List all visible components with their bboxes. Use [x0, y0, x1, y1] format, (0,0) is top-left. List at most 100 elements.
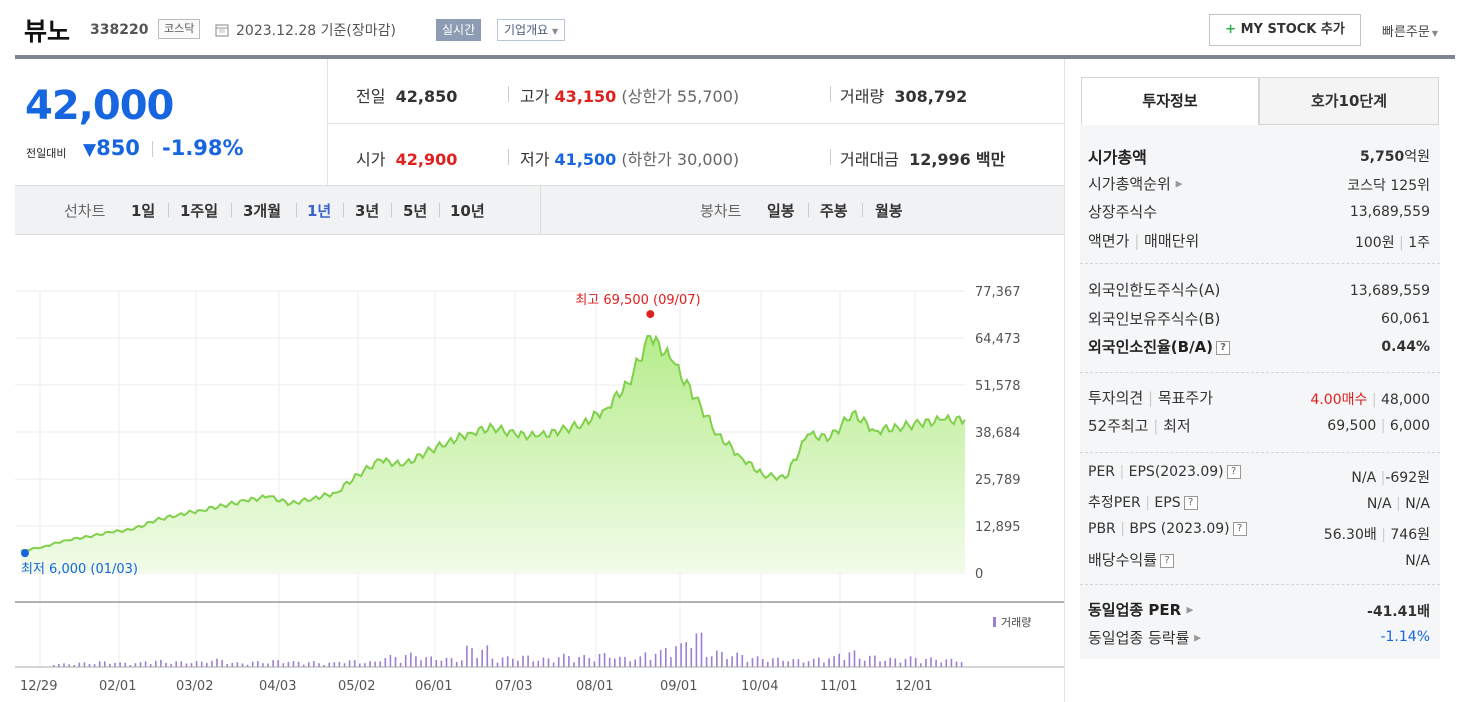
divider [296, 203, 297, 217]
trade-unit-value: 1주 [1408, 235, 1430, 251]
volume-bar [379, 661, 381, 667]
volume-bar [282, 663, 285, 667]
volume-bar [63, 663, 65, 667]
volume-bar [226, 664, 228, 667]
price-chart[interactable]: 77,367 64,473 51,578 38,684 25,789 12,895 0 12… [15, 235, 1064, 702]
high-label: 고가 [520, 87, 550, 106]
amount-label: 거래대금 [840, 150, 899, 169]
volume-bar [751, 658, 754, 667]
volume-bar [649, 660, 652, 667]
market-cap-rank[interactable]: 시가총액순위 ▶ [1088, 173, 1183, 194]
market-cap-unit: 억원 [1404, 149, 1430, 165]
week52-high-value: 69,500 [1327, 418, 1377, 434]
foreign-limit-value: 13,689,559 [1349, 283, 1430, 299]
help-icon[interactable]: ? [1226, 465, 1241, 479]
help-icon[interactable]: ? [1183, 496, 1198, 510]
volume-bar [823, 662, 825, 667]
face-label: 액면가 [1088, 232, 1130, 250]
volume-bar [481, 649, 483, 667]
pbr-bps-values: 56.30배 | 746원 [1323, 527, 1430, 543]
volume-bar [736, 652, 738, 667]
tab-1d[interactable]: 1일 [131, 202, 156, 220]
help-icon[interactable]: ? [1160, 553, 1175, 568]
volume-bar [552, 662, 555, 667]
volume-bar [185, 663, 188, 667]
divider [1080, 584, 1440, 585]
plus-icon: + [1225, 22, 1237, 37]
tab-order-book-10[interactable]: 호가10단계 [1259, 77, 1439, 125]
tab-3y[interactable]: 3년 [355, 202, 380, 220]
market-cap-value: 5,750 [1359, 149, 1405, 165]
pbr-value: 56.30배 [1323, 527, 1377, 543]
tab-daily[interactable]: 일봉 [767, 202, 795, 220]
help-icon[interactable]: ? [1216, 340, 1231, 355]
realtime-button[interactable]: 실시간 [436, 19, 482, 41]
volume-bar [241, 663, 244, 667]
volume-bar [614, 658, 616, 667]
volume-bar [466, 645, 468, 667]
volume-bar [731, 656, 733, 667]
tab-1y[interactable]: 1년 [307, 202, 332, 220]
tab-monthly[interactable]: 월봉 [875, 202, 903, 220]
volume-bar [425, 657, 427, 667]
volume-bar [695, 633, 698, 667]
volume-bar [369, 661, 371, 667]
sector-rate[interactable]: 동일업종 등락률 ▶ [1088, 627, 1201, 648]
volume-bars [53, 632, 963, 667]
volume-bar [348, 660, 351, 667]
per-eps: PER | EPS(2023.09)? [1088, 464, 1241, 480]
est-per-value: N/A [1366, 496, 1392, 512]
volume-bar [588, 658, 591, 667]
volume-bar [430, 656, 432, 667]
volume-bar [726, 659, 728, 667]
divider [1080, 452, 1440, 453]
week52: 52주최고 | 최저 [1088, 417, 1191, 435]
volume-bar [399, 662, 402, 667]
dividend-value: N/A [1405, 553, 1430, 569]
eps-value: -692원 [1385, 470, 1430, 486]
amount-unit: 백만 [975, 150, 1006, 169]
sector-per[interactable]: 동일업종 PER ▶ [1088, 599, 1193, 620]
opinion-target-values: 4.00매수 | 48,000 [1310, 392, 1430, 408]
quick-order-button[interactable]: 빠른주문 ▼ [1382, 21, 1438, 40]
volume-bar [195, 661, 198, 667]
divider [168, 203, 169, 217]
corp-overview-button[interactable]: 기업개요 ▼ [497, 19, 566, 41]
volume-bar [777, 657, 779, 667]
opinion-target: 투자의견 | 목표주가 [1088, 389, 1214, 407]
tab-3m[interactable]: 3개월 [243, 202, 282, 220]
volume-bar [603, 652, 606, 667]
volume-bar [670, 657, 672, 667]
volume-bar [302, 664, 305, 667]
current-price-box: 42,000 전일대비 ▼850 -1.98% [15, 59, 328, 185]
tab-1w[interactable]: 1주일 [180, 202, 219, 220]
volume-bar [950, 658, 953, 667]
target-value: 48,000 [1381, 392, 1430, 408]
add-my-stock-button[interactable]: + MY STOCK 추가 [1209, 14, 1361, 46]
pbr-label: PBR [1088, 521, 1116, 537]
face-trade-unit: 액면가 | 매매단위 [1088, 232, 1200, 250]
low-price: 저가 41,500 (하한가 30,000) [520, 146, 739, 170]
volume-bar [858, 658, 861, 667]
tab-5y[interactable]: 5년 [403, 202, 428, 220]
volume-bar [420, 660, 422, 667]
help-icon[interactable]: ? [1232, 522, 1247, 536]
est-eps-value: N/A [1405, 496, 1430, 512]
volume-bar [415, 656, 417, 667]
tab-10y[interactable]: 10년 [450, 202, 485, 220]
sector-rate-value: -1.14% [1380, 629, 1430, 645]
volume-bar [374, 661, 376, 667]
volume-bar [190, 663, 193, 667]
est-eps-label: EPS [1154, 495, 1181, 511]
tab-invest-info[interactable]: 투자정보 [1081, 77, 1259, 125]
volume-bar [73, 665, 75, 667]
divider [343, 203, 344, 217]
volume-bar [364, 663, 366, 667]
volume-bar [272, 660, 274, 667]
volume-bar [930, 657, 932, 667]
per-eps-values: N/A |-692원 [1351, 470, 1430, 486]
volume-bar [394, 657, 397, 667]
tab-weekly[interactable]: 주봉 [820, 202, 848, 220]
volume-bar [83, 662, 86, 667]
x-tick-label: 06/01 [415, 679, 452, 694]
